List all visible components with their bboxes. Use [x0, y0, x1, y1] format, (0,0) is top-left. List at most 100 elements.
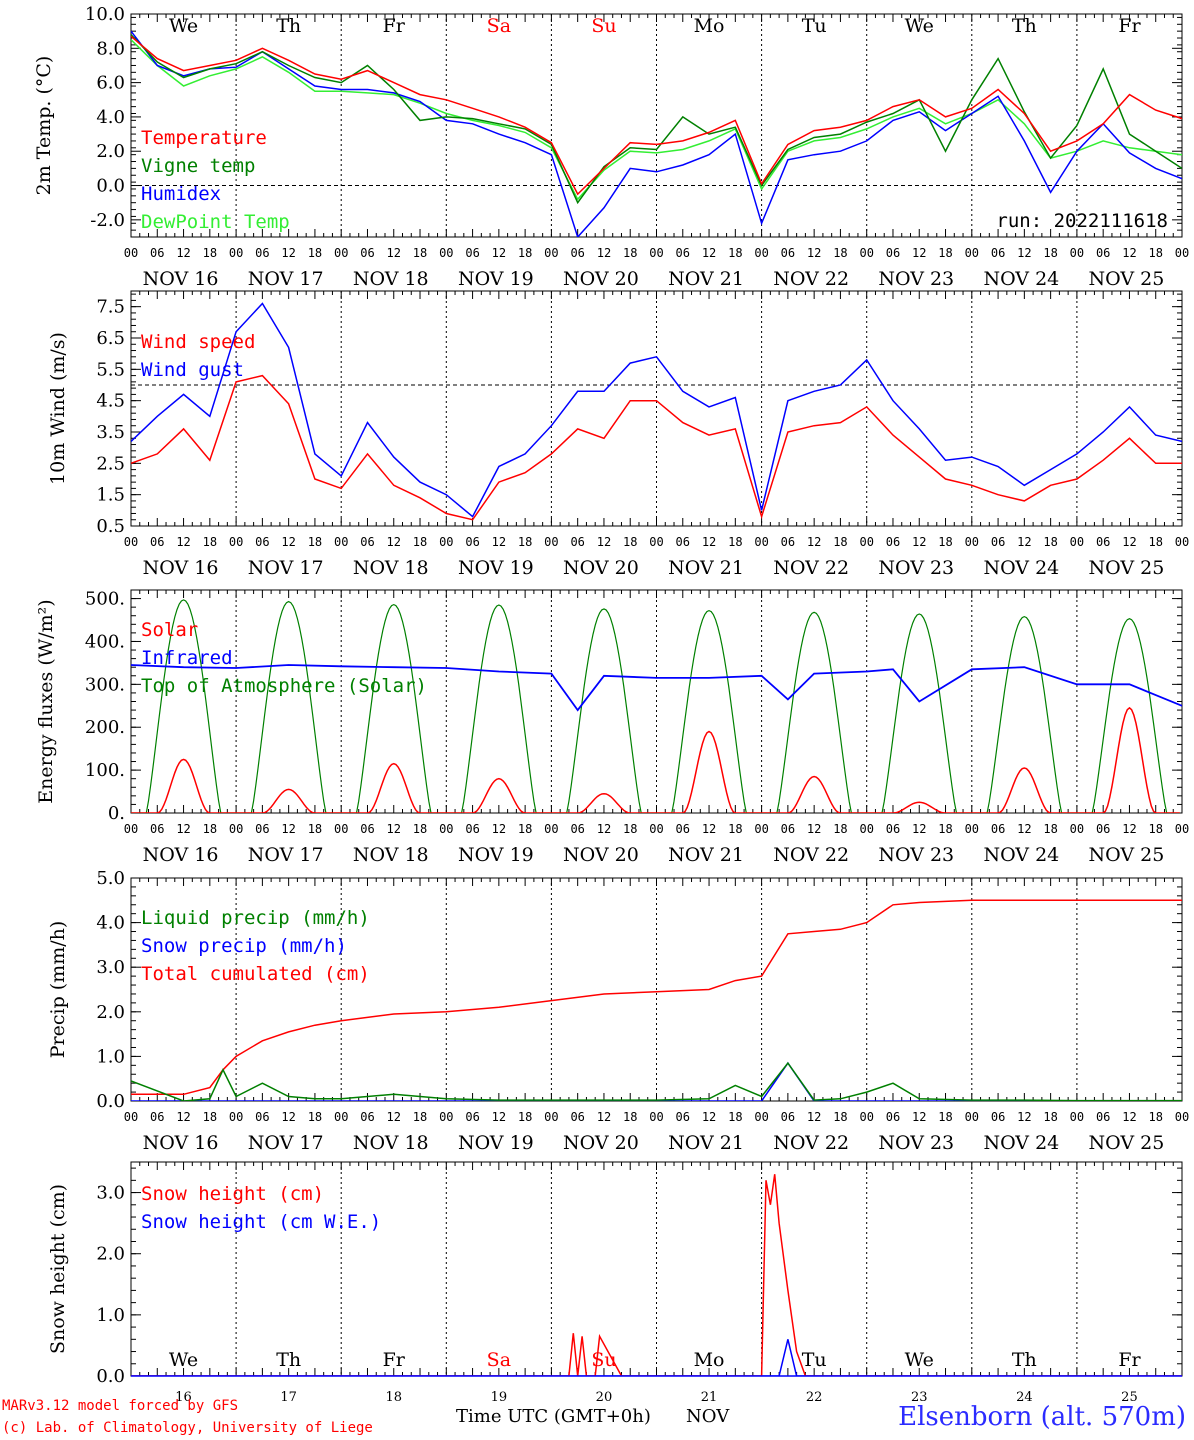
- precip-y-tick-label: 5.0: [96, 868, 125, 889]
- energy-hour-tick-label: 00: [544, 822, 558, 836]
- wind-y-tick-label: 5.5: [96, 359, 125, 380]
- energy-date-label: NOV 24: [983, 844, 1059, 866]
- wind-date-label: NOV 19: [458, 557, 534, 579]
- temp-date-label: NOV 21: [668, 268, 744, 290]
- precip-hour-tick-label: 18: [308, 1110, 322, 1124]
- wind-hour-tick-label: 00: [334, 535, 348, 549]
- snow-day-number: 21: [701, 1390, 718, 1405]
- temp-humidex-series: [131, 30, 1182, 237]
- wind-hour-tick-label: 00: [1175, 535, 1189, 549]
- snow-snow-height-cm-series: [131, 1174, 1182, 1376]
- energy-hour-tick-label: 18: [518, 822, 532, 836]
- energy-legend-infrared: Infrared: [141, 647, 233, 669]
- energy-hour-tick-label: 12: [702, 822, 716, 836]
- energy-date-label: NOV 22: [773, 844, 849, 866]
- energy-y-tick-label: 200.: [85, 717, 125, 738]
- wind-y-tick-label: 2.5: [96, 453, 125, 474]
- precip-y-tick-label: 4.0: [96, 913, 125, 934]
- precip-hour-tick-label: 00: [124, 1110, 138, 1124]
- energy-hour-tick-label: 00: [1175, 822, 1189, 836]
- precip-hour-tick-label: 12: [807, 1110, 821, 1124]
- precip-liquid-precip-mm-h-series: [131, 1061, 1182, 1101]
- wind-hour-tick-label: 06: [465, 535, 479, 549]
- wind-hour-tick-label: 18: [1148, 535, 1162, 549]
- precip-hour-tick-label: 12: [1017, 1110, 1031, 1124]
- energy-hour-tick-label: 06: [360, 822, 374, 836]
- snow-weekday-label: Mo: [694, 1349, 725, 1371]
- wind-hour-tick-label: 18: [728, 535, 742, 549]
- temp-hour-tick-label: 18: [728, 246, 742, 260]
- energy-date-label: NOV 21: [668, 844, 744, 866]
- wind-hour-tick-label: 06: [255, 535, 269, 549]
- temp-hour-tick-label: 06: [255, 246, 269, 260]
- snow-day-number: 24: [1016, 1390, 1033, 1405]
- energy-date-label: NOV 17: [248, 844, 324, 866]
- precip-hour-tick-label: 12: [281, 1110, 295, 1124]
- temp-y-tick-label: 2.0: [96, 141, 125, 162]
- temp-hour-tick-label: 00: [544, 246, 558, 260]
- wind-hour-tick-label: 00: [649, 535, 663, 549]
- energy-hour-tick-label: 18: [1043, 822, 1057, 836]
- temp-y-tick-label: 0.0: [96, 176, 125, 197]
- temp-hour-tick-label: 00: [334, 246, 348, 260]
- snow-day-number: 22: [806, 1390, 823, 1405]
- snow-weekday-label: We: [169, 1349, 198, 1371]
- temp-date-label: NOV 17: [248, 268, 324, 290]
- temp-date-label: NOV 19: [458, 268, 534, 290]
- snow-legend-snow-height-cm: Snow height (cm): [141, 1183, 324, 1205]
- snow-snow-height-cm-w-e-series: [131, 1339, 1182, 1376]
- snow-weekday-label: Fr: [1118, 1349, 1141, 1371]
- energy-solar-series: [131, 706, 1180, 813]
- wind-y-tick-label: 7.5: [96, 297, 125, 318]
- wind-hour-tick-label: 12: [1122, 535, 1136, 549]
- wind-y-tick-label: 0.5: [96, 516, 125, 537]
- wind-hour-tick-label: 00: [124, 535, 138, 549]
- wind-hour-tick-label: 06: [886, 535, 900, 549]
- wind-hour-tick-label: 18: [203, 535, 217, 549]
- precip-hour-tick-label: 00: [754, 1110, 768, 1124]
- wind-hour-tick-label: 18: [1043, 535, 1057, 549]
- energy-hour-tick-label: 00: [334, 822, 348, 836]
- temp-dewpoint-temp-series: [131, 39, 1182, 201]
- temp-hour-tick-label: 00: [439, 246, 453, 260]
- precip-hour-tick-label: 06: [676, 1110, 690, 1124]
- precip-date-label: NOV 22: [773, 1132, 849, 1154]
- weekday-label: Fr: [1118, 15, 1141, 37]
- wind-date-label: NOV 25: [1089, 557, 1165, 579]
- precip-hour-tick-label: 00: [649, 1110, 663, 1124]
- temp-date-label: NOV 16: [143, 268, 219, 290]
- wind-hour-tick-label: 12: [912, 535, 926, 549]
- temp-hour-tick-label: 12: [1122, 246, 1136, 260]
- energy-y-tick-label: 100.: [85, 760, 125, 781]
- snow-day-number: 17: [280, 1390, 297, 1405]
- temp-legend-temperature: Temperature: [141, 127, 267, 149]
- temp-hour-tick-label: 06: [150, 246, 164, 260]
- precip-hour-tick-label: 00: [544, 1110, 558, 1124]
- energy-hour-tick-label: 12: [1122, 822, 1136, 836]
- energy-hour-tick-label: 00: [859, 822, 873, 836]
- energy-hour-tick-label: 06: [570, 822, 584, 836]
- energy-hour-tick-label: 12: [281, 822, 295, 836]
- wind-hour-tick-label: 06: [570, 535, 584, 549]
- wind-wind-speed-series: [131, 374, 1182, 521]
- wind-hour-tick-label: 06: [150, 535, 164, 549]
- energy-y-tick-label: 500.: [85, 589, 125, 610]
- precip-date-label: NOV 23: [878, 1132, 954, 1154]
- energy-hour-tick-label: 12: [1017, 822, 1031, 836]
- snow-y-tick-label: 0.0: [96, 1366, 125, 1387]
- run-label: run: 2022111618: [996, 210, 1168, 232]
- temp-date-label: NOV 23: [878, 268, 954, 290]
- energy-hour-tick-label: 12: [492, 822, 506, 836]
- precip-hour-tick-label: 00: [965, 1110, 979, 1124]
- weekday-label: Th: [1012, 15, 1037, 37]
- wind-hour-tick-label: 18: [833, 535, 847, 549]
- energy-date-label: NOV 23: [878, 844, 954, 866]
- temp-hour-tick-label: 18: [833, 246, 847, 260]
- energy-toa-series: [131, 599, 1180, 813]
- snow-weekday-label: Fr: [383, 1349, 406, 1371]
- precip-hour-tick-label: 06: [991, 1110, 1005, 1124]
- precip-hour-tick-label: 06: [360, 1110, 374, 1124]
- precip-hour-tick-label: 00: [859, 1110, 873, 1124]
- weekday-label: Mo: [694, 15, 725, 37]
- temp-date-label: NOV 20: [563, 268, 639, 290]
